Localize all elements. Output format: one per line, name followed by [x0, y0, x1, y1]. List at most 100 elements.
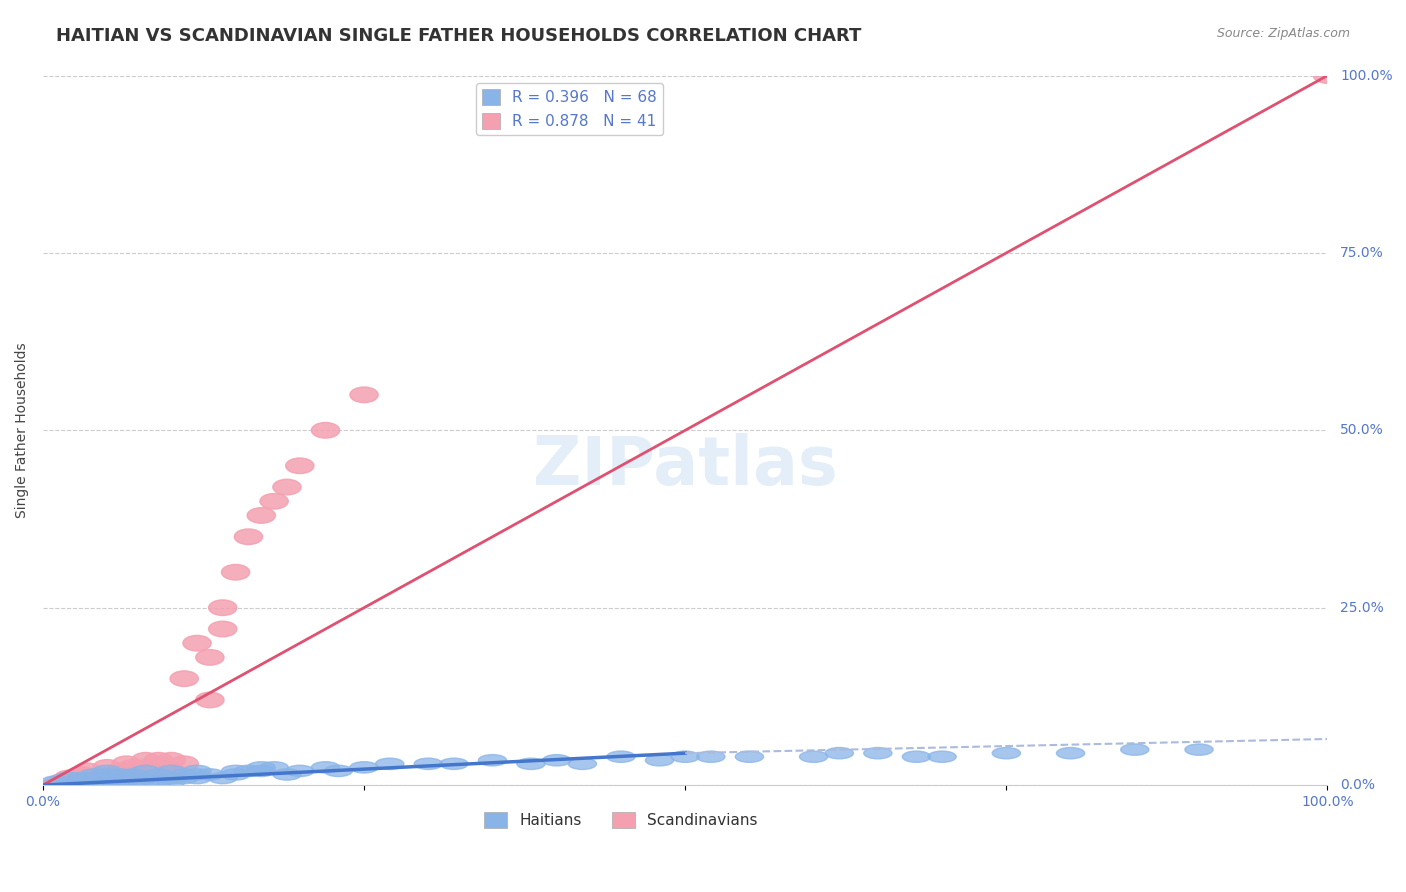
Ellipse shape [157, 776, 186, 788]
Ellipse shape [350, 762, 378, 773]
Ellipse shape [80, 773, 108, 789]
Ellipse shape [145, 760, 173, 775]
Ellipse shape [735, 751, 763, 763]
Ellipse shape [132, 776, 160, 788]
Text: 100.0%: 100.0% [1340, 69, 1393, 83]
Ellipse shape [170, 769, 198, 780]
Ellipse shape [73, 763, 103, 779]
Ellipse shape [42, 777, 70, 793]
Ellipse shape [93, 765, 121, 777]
Ellipse shape [157, 763, 186, 779]
Ellipse shape [170, 671, 198, 687]
Ellipse shape [517, 758, 546, 770]
Ellipse shape [208, 621, 236, 637]
Ellipse shape [208, 772, 236, 784]
Ellipse shape [170, 772, 198, 784]
Ellipse shape [67, 766, 96, 782]
Ellipse shape [183, 772, 211, 784]
Ellipse shape [93, 760, 121, 775]
Ellipse shape [222, 565, 250, 580]
Ellipse shape [260, 493, 288, 509]
Ellipse shape [825, 747, 853, 759]
Ellipse shape [195, 769, 224, 780]
Ellipse shape [235, 765, 263, 777]
Ellipse shape [157, 772, 186, 784]
Ellipse shape [118, 772, 148, 784]
Ellipse shape [145, 776, 173, 788]
Ellipse shape [863, 747, 891, 759]
Ellipse shape [112, 756, 141, 772]
Ellipse shape [208, 600, 236, 615]
Text: Source: ZipAtlas.com: Source: ZipAtlas.com [1216, 27, 1350, 40]
Ellipse shape [93, 776, 121, 788]
Ellipse shape [132, 760, 160, 775]
Ellipse shape [55, 772, 83, 784]
Y-axis label: Single Father Households: Single Father Households [15, 343, 30, 518]
Ellipse shape [183, 635, 211, 651]
Ellipse shape [183, 765, 211, 777]
Ellipse shape [93, 769, 121, 780]
Ellipse shape [183, 769, 211, 780]
Ellipse shape [1313, 68, 1341, 83]
Ellipse shape [157, 753, 186, 768]
Ellipse shape [145, 753, 173, 768]
Ellipse shape [125, 766, 153, 782]
Ellipse shape [375, 758, 404, 770]
Ellipse shape [48, 773, 76, 789]
Ellipse shape [1121, 744, 1149, 756]
Ellipse shape [1185, 744, 1213, 756]
Ellipse shape [60, 773, 89, 789]
Ellipse shape [93, 770, 121, 786]
Ellipse shape [478, 755, 506, 766]
Ellipse shape [607, 751, 636, 763]
Ellipse shape [350, 387, 378, 402]
Ellipse shape [138, 763, 166, 779]
Ellipse shape [80, 772, 108, 784]
Text: 0.0%: 0.0% [1340, 778, 1375, 792]
Ellipse shape [285, 765, 314, 777]
Ellipse shape [105, 769, 134, 780]
Ellipse shape [235, 529, 263, 544]
Ellipse shape [132, 772, 160, 784]
Ellipse shape [145, 769, 173, 780]
Ellipse shape [118, 769, 148, 780]
Ellipse shape [195, 692, 224, 707]
Text: 25.0%: 25.0% [1340, 600, 1384, 615]
Ellipse shape [118, 760, 148, 775]
Ellipse shape [903, 751, 931, 763]
Ellipse shape [273, 479, 301, 495]
Legend: Haitians, Scandinavians: Haitians, Scandinavians [478, 806, 763, 834]
Ellipse shape [222, 765, 250, 777]
Ellipse shape [440, 758, 468, 770]
Ellipse shape [67, 770, 96, 786]
Ellipse shape [157, 765, 186, 777]
Ellipse shape [55, 780, 83, 791]
Ellipse shape [80, 769, 108, 780]
Ellipse shape [671, 751, 699, 763]
Ellipse shape [80, 776, 108, 788]
Ellipse shape [118, 776, 148, 788]
Text: 75.0%: 75.0% [1340, 246, 1384, 260]
Ellipse shape [67, 780, 96, 791]
Ellipse shape [170, 756, 198, 772]
Ellipse shape [195, 649, 224, 665]
Ellipse shape [118, 763, 148, 779]
Ellipse shape [132, 765, 160, 777]
Ellipse shape [800, 751, 828, 763]
Ellipse shape [325, 765, 353, 777]
Ellipse shape [645, 755, 673, 766]
Ellipse shape [93, 772, 121, 784]
Ellipse shape [93, 780, 121, 791]
Ellipse shape [247, 762, 276, 773]
Ellipse shape [543, 755, 571, 766]
Ellipse shape [311, 423, 340, 438]
Ellipse shape [260, 762, 288, 773]
Ellipse shape [67, 776, 96, 788]
Ellipse shape [568, 758, 596, 770]
Ellipse shape [105, 770, 134, 786]
Ellipse shape [1056, 747, 1084, 759]
Ellipse shape [42, 776, 70, 788]
Ellipse shape [105, 763, 134, 779]
Ellipse shape [105, 772, 134, 784]
Ellipse shape [132, 753, 160, 768]
